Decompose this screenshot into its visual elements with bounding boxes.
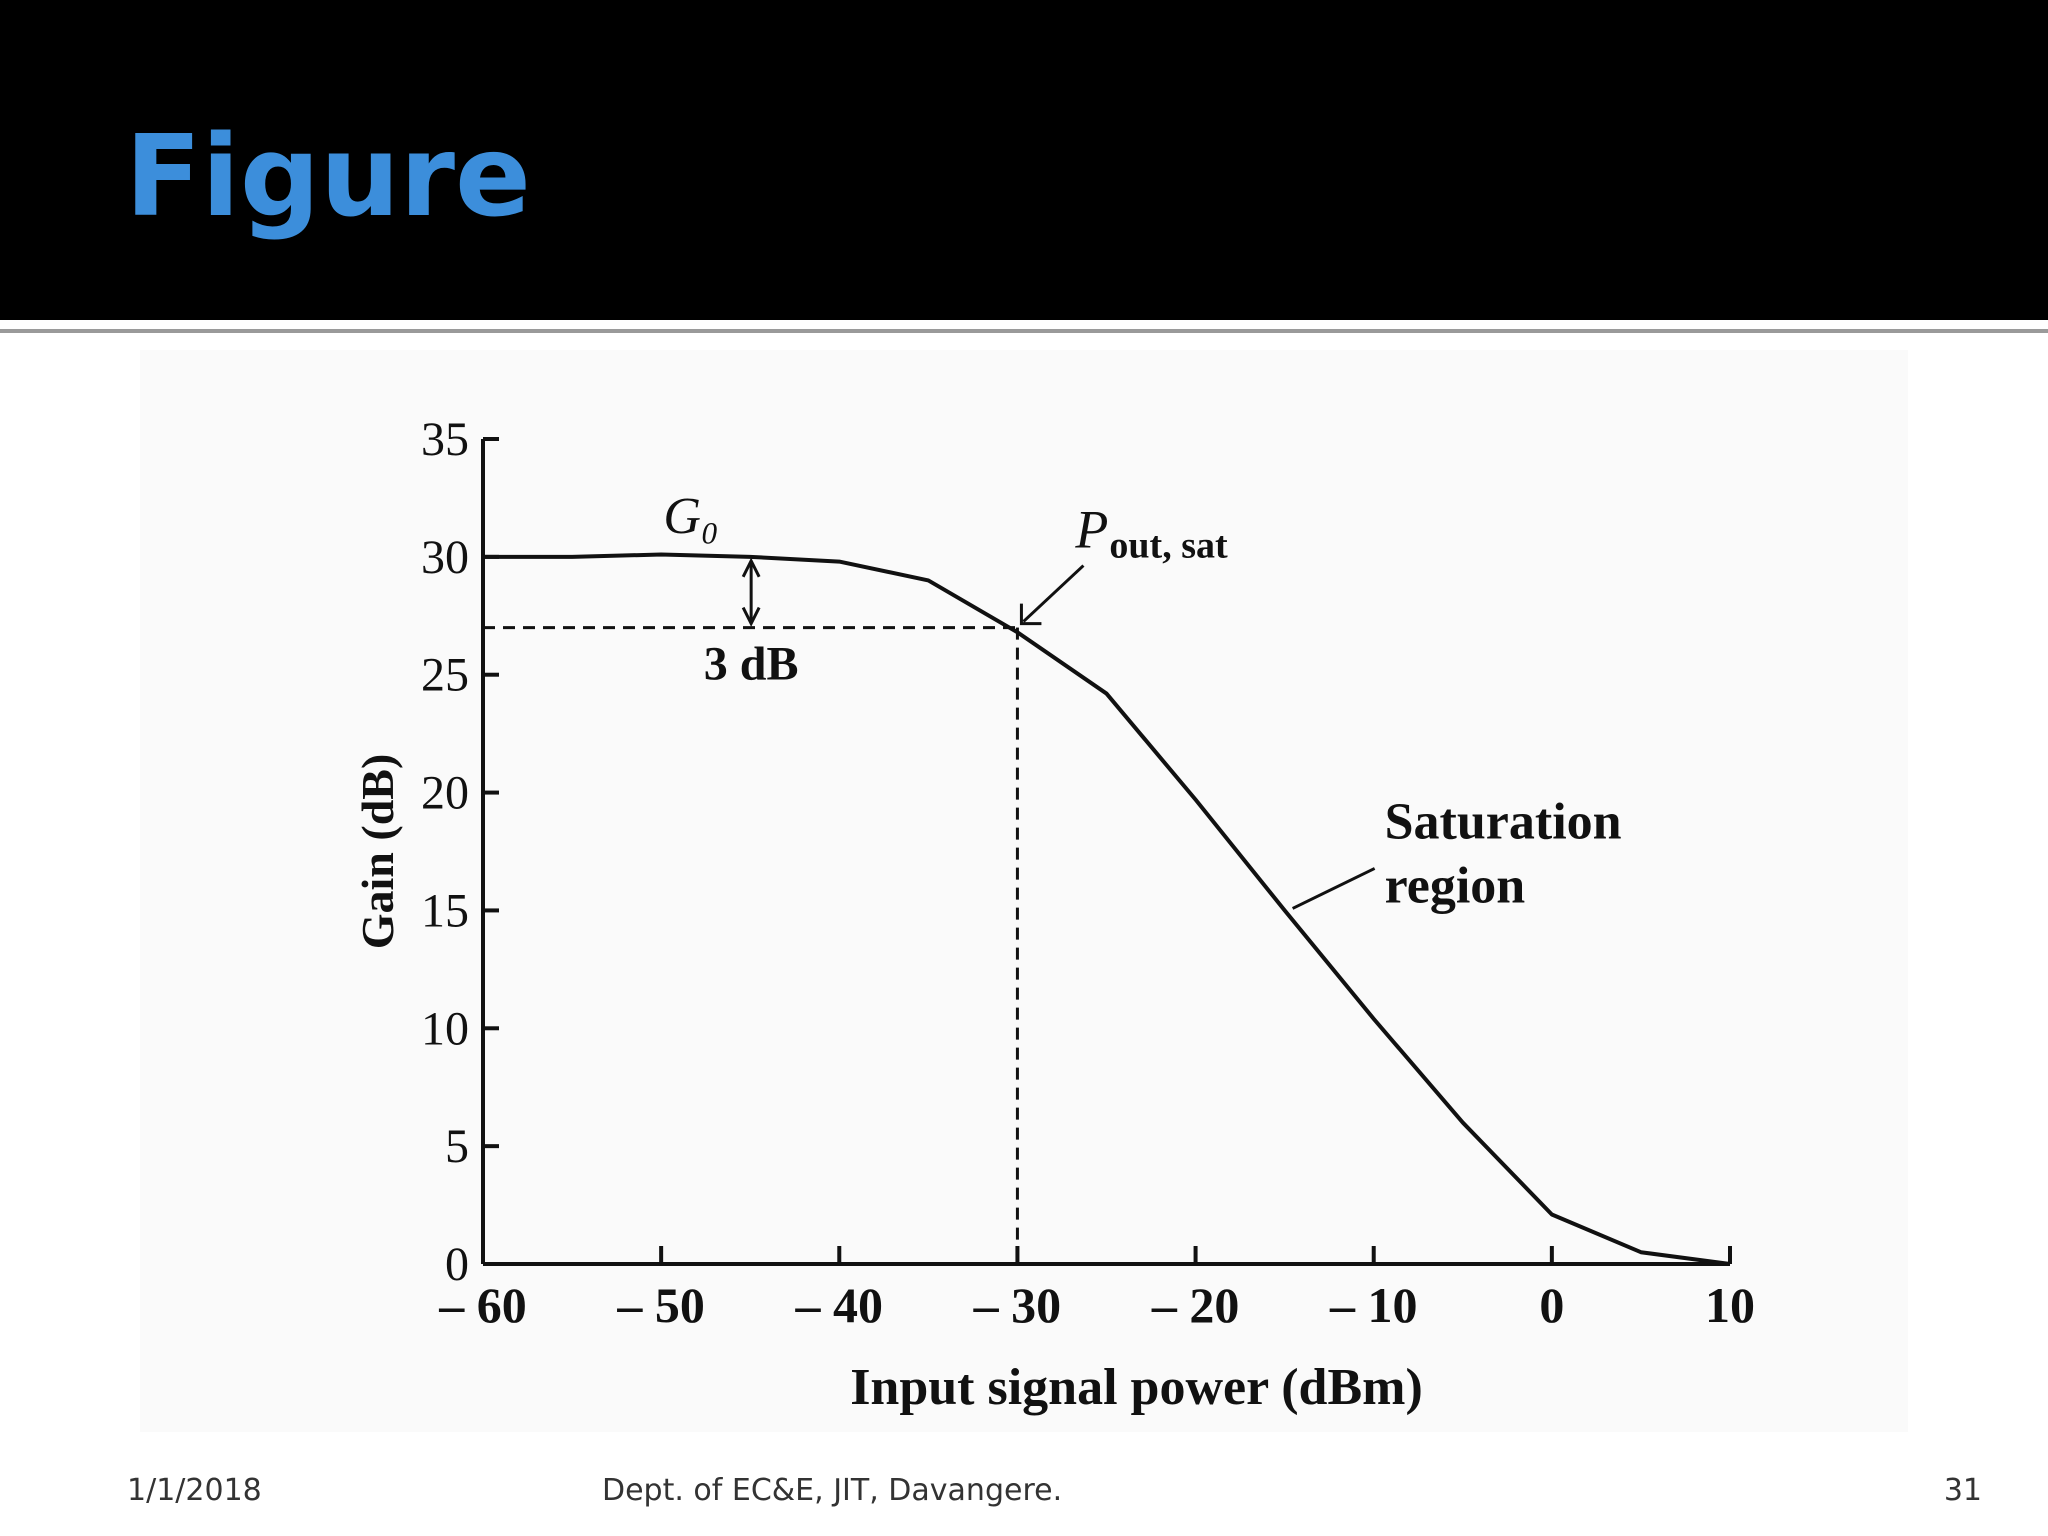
y-tick-label: 35 bbox=[421, 413, 469, 466]
slide-title: Figure bbox=[125, 112, 531, 242]
y-tick-label: 15 bbox=[421, 884, 469, 937]
region-arrow bbox=[1291, 867, 1376, 910]
pout-arrowhead bbox=[1019, 603, 1042, 626]
header-bar bbox=[0, 0, 2048, 320]
region-label: region bbox=[1385, 857, 1526, 914]
y-tick-label: 10 bbox=[421, 1002, 469, 1055]
g0-label: G₀ bbox=[663, 488, 719, 545]
x-tick-label: 10 bbox=[1705, 1277, 1755, 1333]
y-tick-label: 25 bbox=[421, 649, 469, 702]
footer-date: 1/1/2018 bbox=[127, 1473, 262, 1508]
db3-label: 3 dB bbox=[704, 638, 799, 691]
pout-sub: out, sat bbox=[1109, 525, 1228, 567]
gain-curve bbox=[483, 552, 1731, 1266]
pout-p: P bbox=[1074, 500, 1108, 560]
footer-text: Dept. of EC&E, JIT, Davangere. bbox=[602, 1473, 1062, 1508]
x-tick-label: – 40 bbox=[795, 1277, 884, 1333]
pout-arrow bbox=[1022, 564, 1085, 623]
page-number: 31 bbox=[1944, 1473, 1982, 1508]
saturation-label: Saturation bbox=[1385, 793, 1622, 850]
figure-bg bbox=[140, 350, 1908, 1432]
x-tick-label: – 30 bbox=[973, 1277, 1062, 1333]
x-tick-label: – 20 bbox=[1151, 1277, 1240, 1333]
x-tick-label: – 60 bbox=[438, 1277, 527, 1333]
y-tick-label: 20 bbox=[421, 767, 469, 820]
chart: 0 5 10 15 20 25 30 35 – 60 – 50 – 40 – 30 – 20 – 10 0 1… bbox=[352, 413, 1755, 1416]
x-tick-label: 0 bbox=[1539, 1277, 1564, 1333]
header-rule bbox=[0, 329, 2048, 333]
y-tick-label: 0 bbox=[445, 1238, 469, 1291]
y-axis-label: Gain (dB) bbox=[352, 754, 403, 950]
x-axis-label: Input signal power (dBm) bbox=[850, 1359, 1423, 1416]
y-tick-label: 5 bbox=[445, 1120, 469, 1173]
x-tick-label: – 50 bbox=[616, 1277, 705, 1333]
db3-arrowhead bbox=[741, 557, 761, 627]
x-tick-label: – 10 bbox=[1329, 1277, 1418, 1333]
y-tick-label: 30 bbox=[421, 531, 469, 584]
